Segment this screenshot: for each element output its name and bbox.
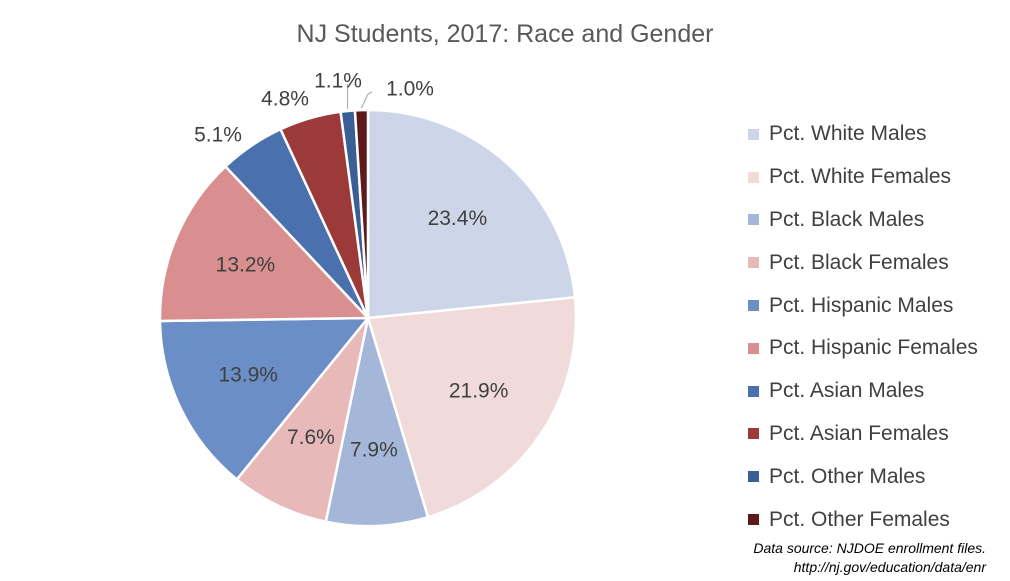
legend-swatch (748, 257, 759, 269)
legend-entry: Pct. Other Males (748, 455, 978, 498)
legend-entry: Pct. White Females (748, 156, 978, 199)
legend-swatch (748, 514, 759, 526)
data-labels: 23.4% 21.9% 7.9% 7.6% 13.9% 13.2% 5.1% 4.8%1.1%… (194, 70, 508, 462)
pie-slices (158, 108, 578, 528)
pie-slice (324, 317, 430, 528)
slice-data-label: 1.1% (314, 70, 362, 93)
legend-entry: Pct. Black Females (748, 241, 978, 284)
data-source-note: Data source: NJDOE enrollment files. htt… (753, 539, 986, 577)
slice-data-label: 4.8% (261, 88, 309, 111)
slice-data-label: 23.4% (428, 207, 488, 230)
pie-slice (158, 316, 371, 482)
legend-swatch (748, 385, 759, 397)
legend-label: Pct. Hispanic Males (769, 293, 954, 317)
legend-swatch (748, 342, 759, 354)
legend-swatch (748, 128, 759, 140)
legend: Pct. White Males Pct. White Females Pct. B… (748, 113, 978, 541)
slice-data-label: 7.6% (287, 426, 335, 449)
legend-label: Pct. White Males (769, 122, 927, 146)
slice-data-label: 13.9% (218, 364, 278, 387)
legend-label: Pct. Asian Females (769, 421, 949, 445)
legend-entry: Pct. Hispanic Males (748, 284, 978, 327)
legend-swatch (748, 428, 759, 440)
legend-entry: Pct. Asian Females (748, 413, 978, 456)
chart-title: NJ Students, 2017: Race and Gender (296, 20, 714, 48)
slice-data-label: 7.9% (350, 439, 398, 462)
legend-label: Pct. Other Females (769, 507, 950, 531)
legend-label: Pct. Other Males (769, 464, 926, 488)
legend-label: Pct. Black Females (769, 250, 949, 274)
data-source-line: Data source: NJDOE enrollment files. (753, 540, 986, 556)
legend-label: Pct. Black Males (769, 207, 925, 231)
leader-line (360, 91, 373, 109)
legend-swatch (748, 471, 759, 483)
legend-entry: Pct. Black Males (748, 199, 978, 242)
leader-lines (347, 84, 373, 109)
legend-label: Pct. White Females (769, 165, 952, 189)
slice-data-label: 21.9% (449, 380, 509, 403)
slice-data-label: 5.1% (194, 124, 242, 147)
legend-label: Pct. Hispanic Females (769, 336, 978, 360)
legend-label: Pct. Asian Males (769, 379, 925, 403)
legend-swatch (748, 300, 759, 312)
slice-data-label: 13.2% (216, 254, 276, 277)
legend-entry: Pct. White Males (748, 113, 978, 156)
data-source-url: http://nj.gov/education/data/enr (793, 559, 986, 575)
pie-slice (235, 317, 370, 524)
pie-slice (366, 296, 578, 519)
legend-entry: Pct. Other Females (748, 498, 978, 541)
pie-slice (158, 164, 371, 323)
legend-swatch (748, 171, 759, 183)
legend-swatch (748, 214, 759, 226)
slice-data-label: 1.0% (386, 78, 434, 101)
pie-slice (366, 108, 577, 320)
legend-entry: Pct. Hispanic Females (748, 327, 978, 370)
pie-slice (353, 108, 370, 319)
legend-entry: Pct. Asian Males (748, 370, 978, 413)
